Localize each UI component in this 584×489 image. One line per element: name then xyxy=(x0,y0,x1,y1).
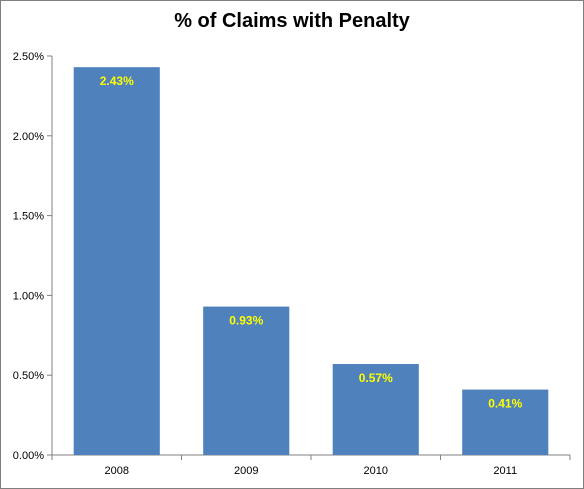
x-tick-label: 2011 xyxy=(493,465,517,477)
data-label-2009: 0.93% xyxy=(229,314,263,328)
chart-bars xyxy=(73,67,549,455)
y-tick-label: 0.00% xyxy=(13,450,44,462)
data-label-2008: 2.43% xyxy=(100,74,134,88)
bar-2008 xyxy=(73,67,160,455)
bar-2011 xyxy=(462,389,549,455)
bar-2010 xyxy=(332,364,419,455)
y-tick-label: 2.50% xyxy=(13,51,44,63)
chart-axes: 0.00% 0.50% 1.00% 1.50% 2.00% 2.50% xyxy=(13,51,571,462)
chart-labels: 2.43% 2008 0.93% 2009 0.57% 2010 0.41% 2011 xyxy=(100,74,523,477)
y-tick-label: 1.00% xyxy=(13,290,44,302)
x-tick-label: 2008 xyxy=(105,465,129,477)
x-tick-label: 2009 xyxy=(234,465,258,477)
x-tick-label: 2010 xyxy=(364,465,388,477)
bar-2009 xyxy=(203,306,290,455)
y-tick-label: 1.50% xyxy=(13,211,44,223)
data-label-2011: 0.41% xyxy=(488,397,522,411)
data-label-2010: 0.57% xyxy=(359,371,393,385)
y-tick-label: 0.50% xyxy=(13,370,44,382)
chart-title: % of Claims with Penalty xyxy=(174,10,410,32)
y-tick-label: 2.00% xyxy=(13,131,44,143)
